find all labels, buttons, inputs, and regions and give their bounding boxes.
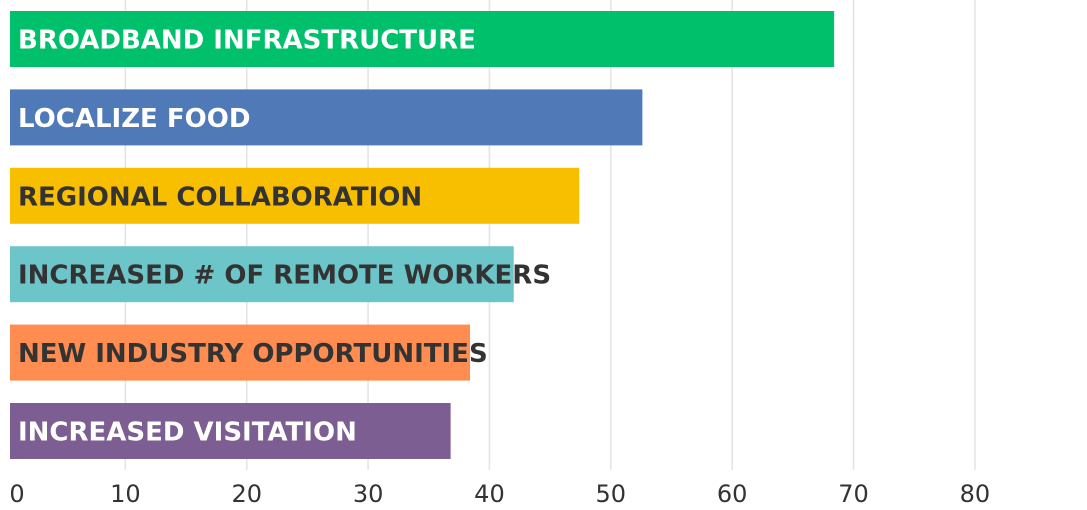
x-tick-label: 10 bbox=[110, 480, 141, 508]
x-tick-label: 30 bbox=[353, 480, 384, 508]
bar bbox=[10, 167, 580, 224]
x-tick-label: 20 bbox=[231, 480, 262, 508]
x-tick-label: 70 bbox=[838, 480, 869, 508]
bar bbox=[10, 246, 514, 303]
x-tick-label: 40 bbox=[474, 480, 505, 508]
x-tick-label: 60 bbox=[717, 480, 748, 508]
bar-label: NEW INDUSTRY OPPORTUNITIES bbox=[18, 339, 488, 369]
bar-label: LOCALIZE FOOD bbox=[18, 104, 250, 134]
bar-label: BROADBAND INFRASTRUCTURE bbox=[18, 26, 476, 56]
bar-label: INCREASED VISITATION bbox=[18, 418, 357, 448]
bar bbox=[10, 11, 835, 67]
bar-label: REGIONAL COLLABORATION bbox=[18, 182, 422, 212]
bar bbox=[10, 89, 643, 146]
x-tick-label: 0 bbox=[9, 480, 24, 508]
bar bbox=[10, 324, 471, 381]
bar bbox=[10, 403, 451, 459]
x-tick-label: 80 bbox=[960, 480, 991, 508]
x-tick-label: 50 bbox=[596, 480, 627, 508]
bar-label: INCREASED # OF REMOTE WORKERS bbox=[18, 261, 551, 291]
